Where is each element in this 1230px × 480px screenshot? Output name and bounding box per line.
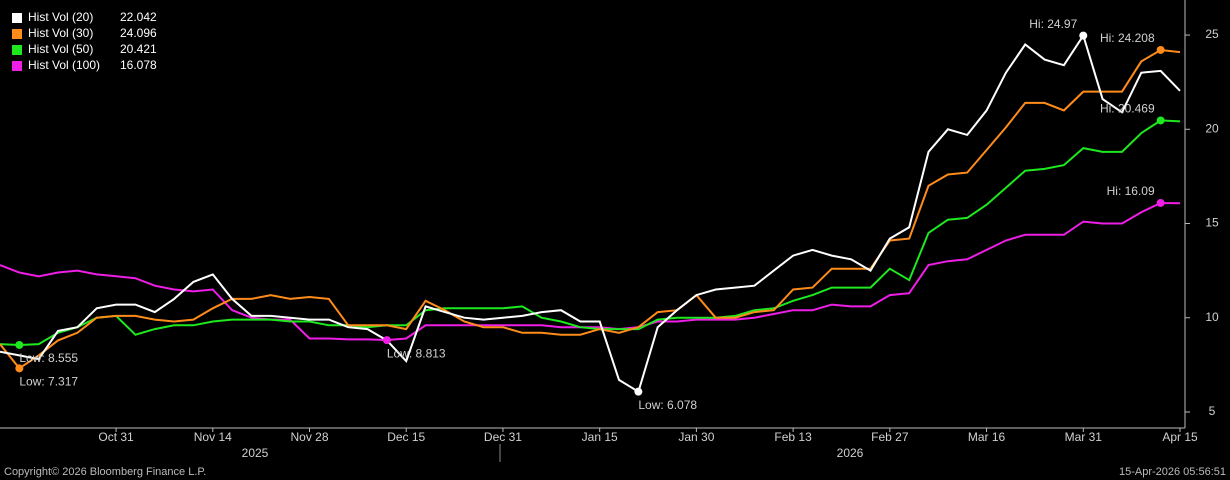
x-tick-label: Dec 15: [387, 430, 425, 444]
annotation-label: Hi: 24.208: [1100, 31, 1155, 45]
legend-label: Hist Vol (30): [28, 26, 93, 40]
annotation-label: Hi: 20.469: [1100, 102, 1155, 116]
y-tick-label: 15: [1205, 216, 1219, 230]
y-tick-label: 10: [1205, 310, 1219, 324]
annotation-label: Low: 8.555: [19, 351, 78, 365]
legend-value: 24.096: [120, 26, 157, 40]
timestamp: 15-Apr-2026 05:56:51: [1119, 466, 1226, 478]
annotation-marker: [1156, 45, 1165, 54]
x-tick-label: Mar 31: [1065, 430, 1103, 444]
x-tick-label: Jan 15: [582, 430, 618, 444]
legend-label: Hist Vol (20): [28, 10, 93, 24]
x-tick-label: Oct 31: [98, 430, 134, 444]
annotation-marker: [382, 336, 391, 345]
annotation-label: Low: 8.813: [387, 346, 446, 360]
x-tick-label: Dec 31: [484, 430, 522, 444]
x-tick-label: Jan 30: [678, 430, 714, 444]
legend-swatch: [12, 29, 22, 39]
annotation-marker: [1079, 31, 1088, 40]
x-tick-label: Feb 27: [871, 430, 909, 444]
annotation-marker: [1156, 198, 1165, 207]
x-tick-label: Nov 14: [194, 430, 232, 444]
legend-swatch: [12, 13, 22, 23]
y-tick-label: 20: [1205, 121, 1219, 135]
legend-label: Hist Vol (100): [28, 58, 100, 72]
legend-value: 22.042: [120, 10, 157, 24]
series-line: [0, 48, 1181, 370]
legend-swatch: [12, 45, 22, 55]
annotation-marker: [1156, 116, 1165, 125]
year-label: 2025: [242, 446, 269, 460]
annotation-marker: [15, 340, 24, 349]
series-line: [0, 119, 1181, 347]
annotation-label: Hi: 16.09: [1107, 184, 1155, 198]
legend-value: 20.421: [120, 42, 157, 56]
series-line: [0, 33, 1181, 394]
y-tick-label: 25: [1205, 27, 1219, 41]
legend: [0, 6, 165, 78]
year-label: 2026: [837, 446, 864, 460]
x-tick-label: Feb 13: [774, 430, 812, 444]
annotation-marker: [634, 387, 643, 396]
x-tick-label: Mar 16: [968, 430, 1006, 444]
y-tick-label: 5: [1209, 404, 1216, 418]
annotation-marker: [15, 364, 24, 373]
legend-value: 16.078: [120, 58, 157, 72]
annotation-label: Low: 7.317: [19, 374, 78, 388]
legend-label: Hist Vol (50): [28, 42, 93, 56]
annotation-label: Hi: 24.97: [1029, 17, 1077, 31]
x-tick-label: Nov 28: [290, 430, 328, 444]
copyright: Copyright© 2026 Bloomberg Finance L.P.: [4, 466, 206, 478]
legend-swatch: [12, 61, 22, 71]
annotation-label: Low: 6.078: [638, 398, 697, 412]
x-tick-label: Apr 15: [1162, 430, 1198, 444]
